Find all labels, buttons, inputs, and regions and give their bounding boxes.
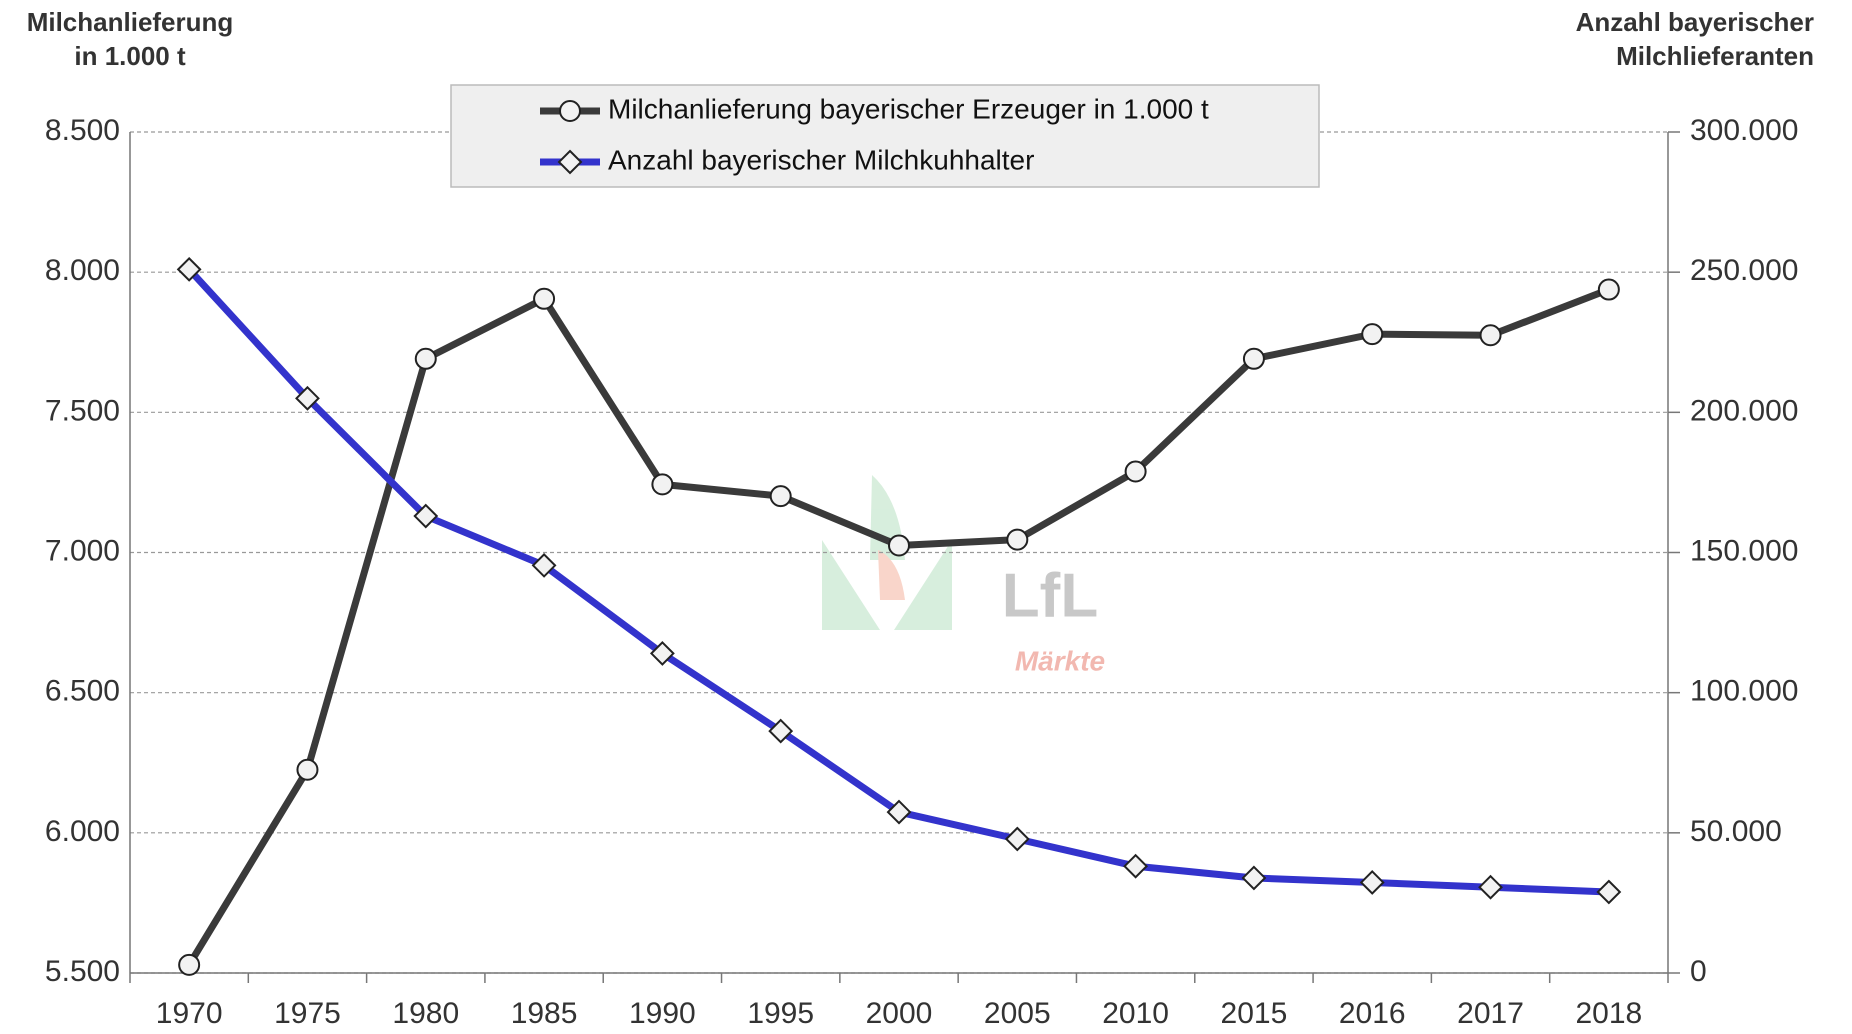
marker: [651, 473, 674, 496]
y2-tick-label: 50.000: [1690, 815, 1782, 848]
y2-tick-label: 0: [1690, 955, 1707, 988]
y2-tick-label: 250.000: [1690, 254, 1798, 287]
legend-label: Anzahl bayerischer Milchkuhhalter: [608, 144, 1034, 175]
marker: [557, 149, 583, 175]
x-tick-label: 2017: [1457, 997, 1524, 1030]
y2-tick-label: 200.000: [1690, 394, 1798, 427]
y2-tick-label: 300.000: [1690, 114, 1798, 147]
legend-label: Milchanlieferung bayerischer Erzeuger in…: [608, 93, 1209, 124]
y2-axis-title: Anzahl bayerischer: [1576, 7, 1814, 37]
marker: [559, 100, 581, 122]
marker: [1359, 870, 1385, 895]
y-tick-label: 6.500: [45, 675, 120, 708]
marker: [649, 641, 675, 666]
marker: [886, 799, 912, 825]
y-axis-title: in 1.000 t: [74, 41, 186, 71]
y-tick-label: 5.500: [45, 955, 120, 988]
y-tick-label: 6.000: [45, 815, 120, 848]
x-tick-label: 1985: [511, 997, 578, 1030]
marker: [176, 256, 202, 282]
y2-tick-label: 100.000: [1690, 675, 1798, 708]
marker: [768, 718, 794, 744]
watermark-logo: [822, 475, 952, 630]
marker: [1478, 874, 1503, 900]
marker: [1004, 826, 1030, 852]
marker: [1123, 853, 1149, 879]
marker: [1479, 324, 1502, 347]
x-tick-label: 1995: [747, 997, 814, 1030]
marker: [531, 552, 557, 578]
x-tick-label: 2015: [1221, 997, 1288, 1030]
x-tick-label: 1980: [392, 997, 459, 1030]
y2-tick-label: 150.000: [1690, 534, 1798, 567]
marker: [533, 287, 556, 310]
marker: [1361, 323, 1384, 346]
x-tick-label: 1975: [274, 997, 341, 1030]
x-tick-label: 2005: [984, 997, 1051, 1030]
marker: [1241, 865, 1267, 891]
x-tick-label: 2018: [1575, 997, 1642, 1030]
marker: [769, 485, 792, 508]
marker: [1242, 347, 1265, 370]
y-tick-label: 8.500: [45, 114, 120, 147]
x-tick-label: 1990: [629, 997, 696, 1030]
marker: [888, 534, 910, 557]
marker: [414, 347, 437, 370]
marker: [1124, 460, 1147, 483]
y2-axis-title: Milchlieferanten: [1616, 41, 1814, 71]
y-tick-label: 7.500: [45, 394, 120, 427]
x-tick-label: 1970: [156, 997, 223, 1030]
marker: [296, 758, 319, 781]
legend-box: [450, 84, 1320, 188]
x-tick-label: 2016: [1339, 997, 1406, 1030]
marker: [1597, 278, 1620, 301]
y-tick-label: 7.000: [45, 534, 120, 567]
x-tick-label: 2010: [1102, 997, 1169, 1030]
watermark-text: LfL: [1002, 561, 1098, 630]
y-axis-title: Milchanlieferung: [27, 7, 234, 37]
marker: [413, 503, 439, 529]
legend: Milchanlieferung bayerischer Erzeuger in…: [450, 84, 1320, 188]
marker: [1596, 879, 1622, 905]
marker: [178, 953, 201, 976]
watermark-subtext: Märkte: [1015, 645, 1105, 676]
marker: [1006, 528, 1029, 551]
marker: [295, 385, 320, 411]
x-tick-label: 2000: [866, 997, 933, 1030]
y-tick-label: 8.000: [45, 254, 120, 287]
